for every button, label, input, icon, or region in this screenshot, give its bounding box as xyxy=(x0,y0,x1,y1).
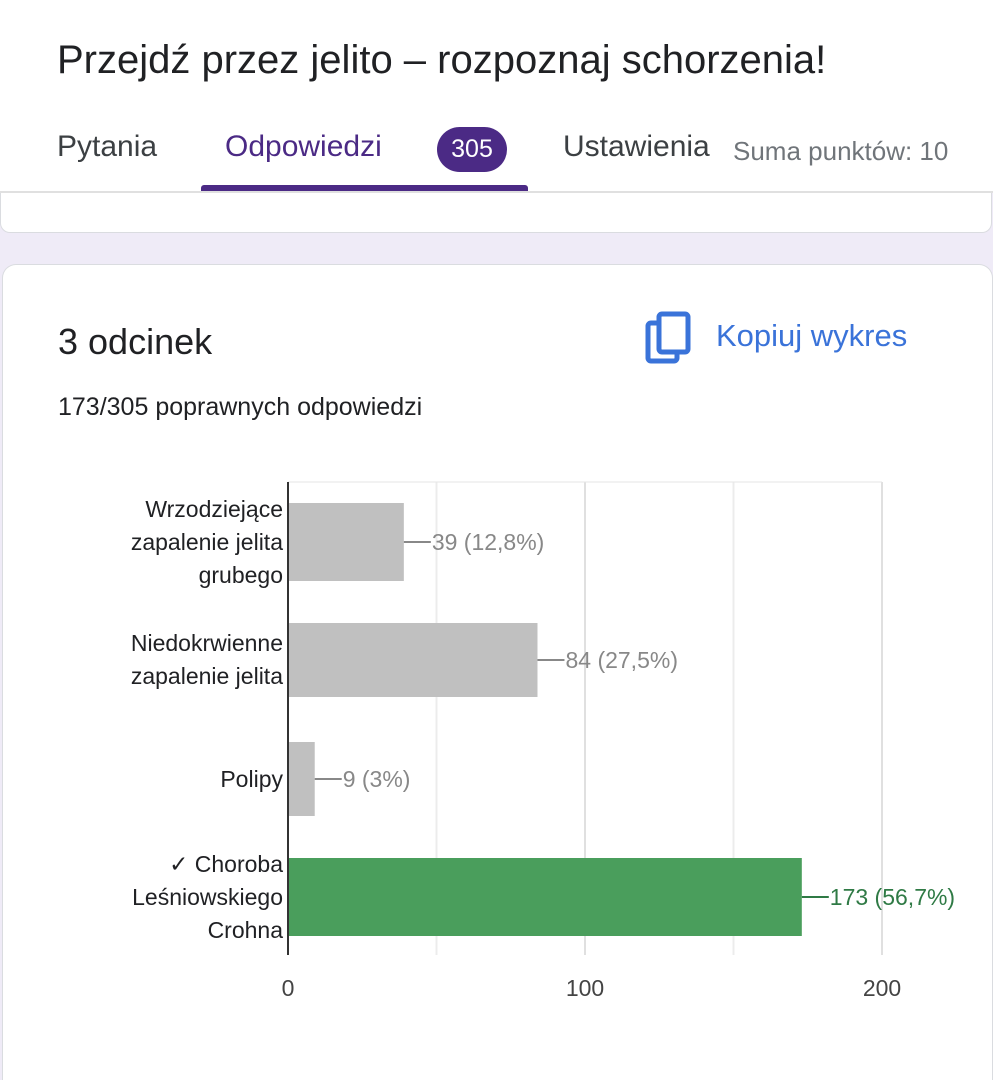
chart-category-label-line: ✓ Choroba xyxy=(169,850,283,877)
chart-data-label: 173 (56,7%) xyxy=(830,884,955,910)
form-header: Przejdź przez jelito – rozpoznaj schorze… xyxy=(0,0,993,193)
chart-category-label-line: grubego xyxy=(198,561,283,588)
chart-data-label: 9 (3%) xyxy=(343,766,411,792)
copy-chart-label: Kopiuj wykres xyxy=(716,318,908,353)
chart-bar xyxy=(288,503,404,581)
chart-category-label-line: Polipy xyxy=(220,765,283,792)
active-tab-indicator xyxy=(201,185,528,191)
chart-category-label-line: Niedokrwienne xyxy=(130,630,283,656)
chart-category-label-line: Leśniowskiego xyxy=(132,883,283,910)
chart-bar xyxy=(288,623,538,697)
chart-data-label: 84 (27,5%) xyxy=(565,647,678,673)
section-title: 3 odcinek xyxy=(58,321,213,362)
chart-category-label-line: Wrzodziejące xyxy=(145,495,283,522)
chart-bar xyxy=(288,742,315,816)
correct-answers-summary: 173/305 poprawnych odpowiedzi xyxy=(58,393,423,421)
chart-category-label: Wrzodziejące zapalenie jelita grubego xyxy=(83,493,283,592)
copy-icon xyxy=(645,311,691,364)
chart-category-label: Polipy xyxy=(83,763,283,796)
tab-questions[interactable]: Pytania xyxy=(57,130,158,163)
tab-responses[interactable]: Odpowiedzi xyxy=(225,130,382,163)
chart-category-label: Niedokrwienne zapalenie jelita xyxy=(83,627,283,693)
previous-card-bottom xyxy=(0,193,992,233)
chart-x-tick-label: 100 xyxy=(566,975,604,1001)
chart-data-label: 39 (12,8%) xyxy=(432,529,545,555)
copy-chart-button[interactable]: Kopiuj wykres xyxy=(645,311,945,365)
form-title: Przejdź przez jelito – rozpoznaj schorze… xyxy=(57,38,827,82)
chart-bar xyxy=(288,858,802,936)
chart-category-label: ✓ Choroba Leśniowskiego Crohna xyxy=(83,848,283,947)
chart-category-label-line: zapalenie jelita xyxy=(130,663,283,689)
chart-category-label-line: Crohna xyxy=(207,916,283,943)
chart-x-tick-label: 0 xyxy=(282,975,295,1001)
chart-x-tick-label: 200 xyxy=(863,975,901,1001)
responses-count-badge: 305 xyxy=(437,127,507,172)
points-total: Suma punktów: 10 xyxy=(733,136,949,166)
tab-settings[interactable]: Ustawienia xyxy=(563,130,710,163)
chart-category-label-line: zapalenie jelita xyxy=(130,528,283,555)
